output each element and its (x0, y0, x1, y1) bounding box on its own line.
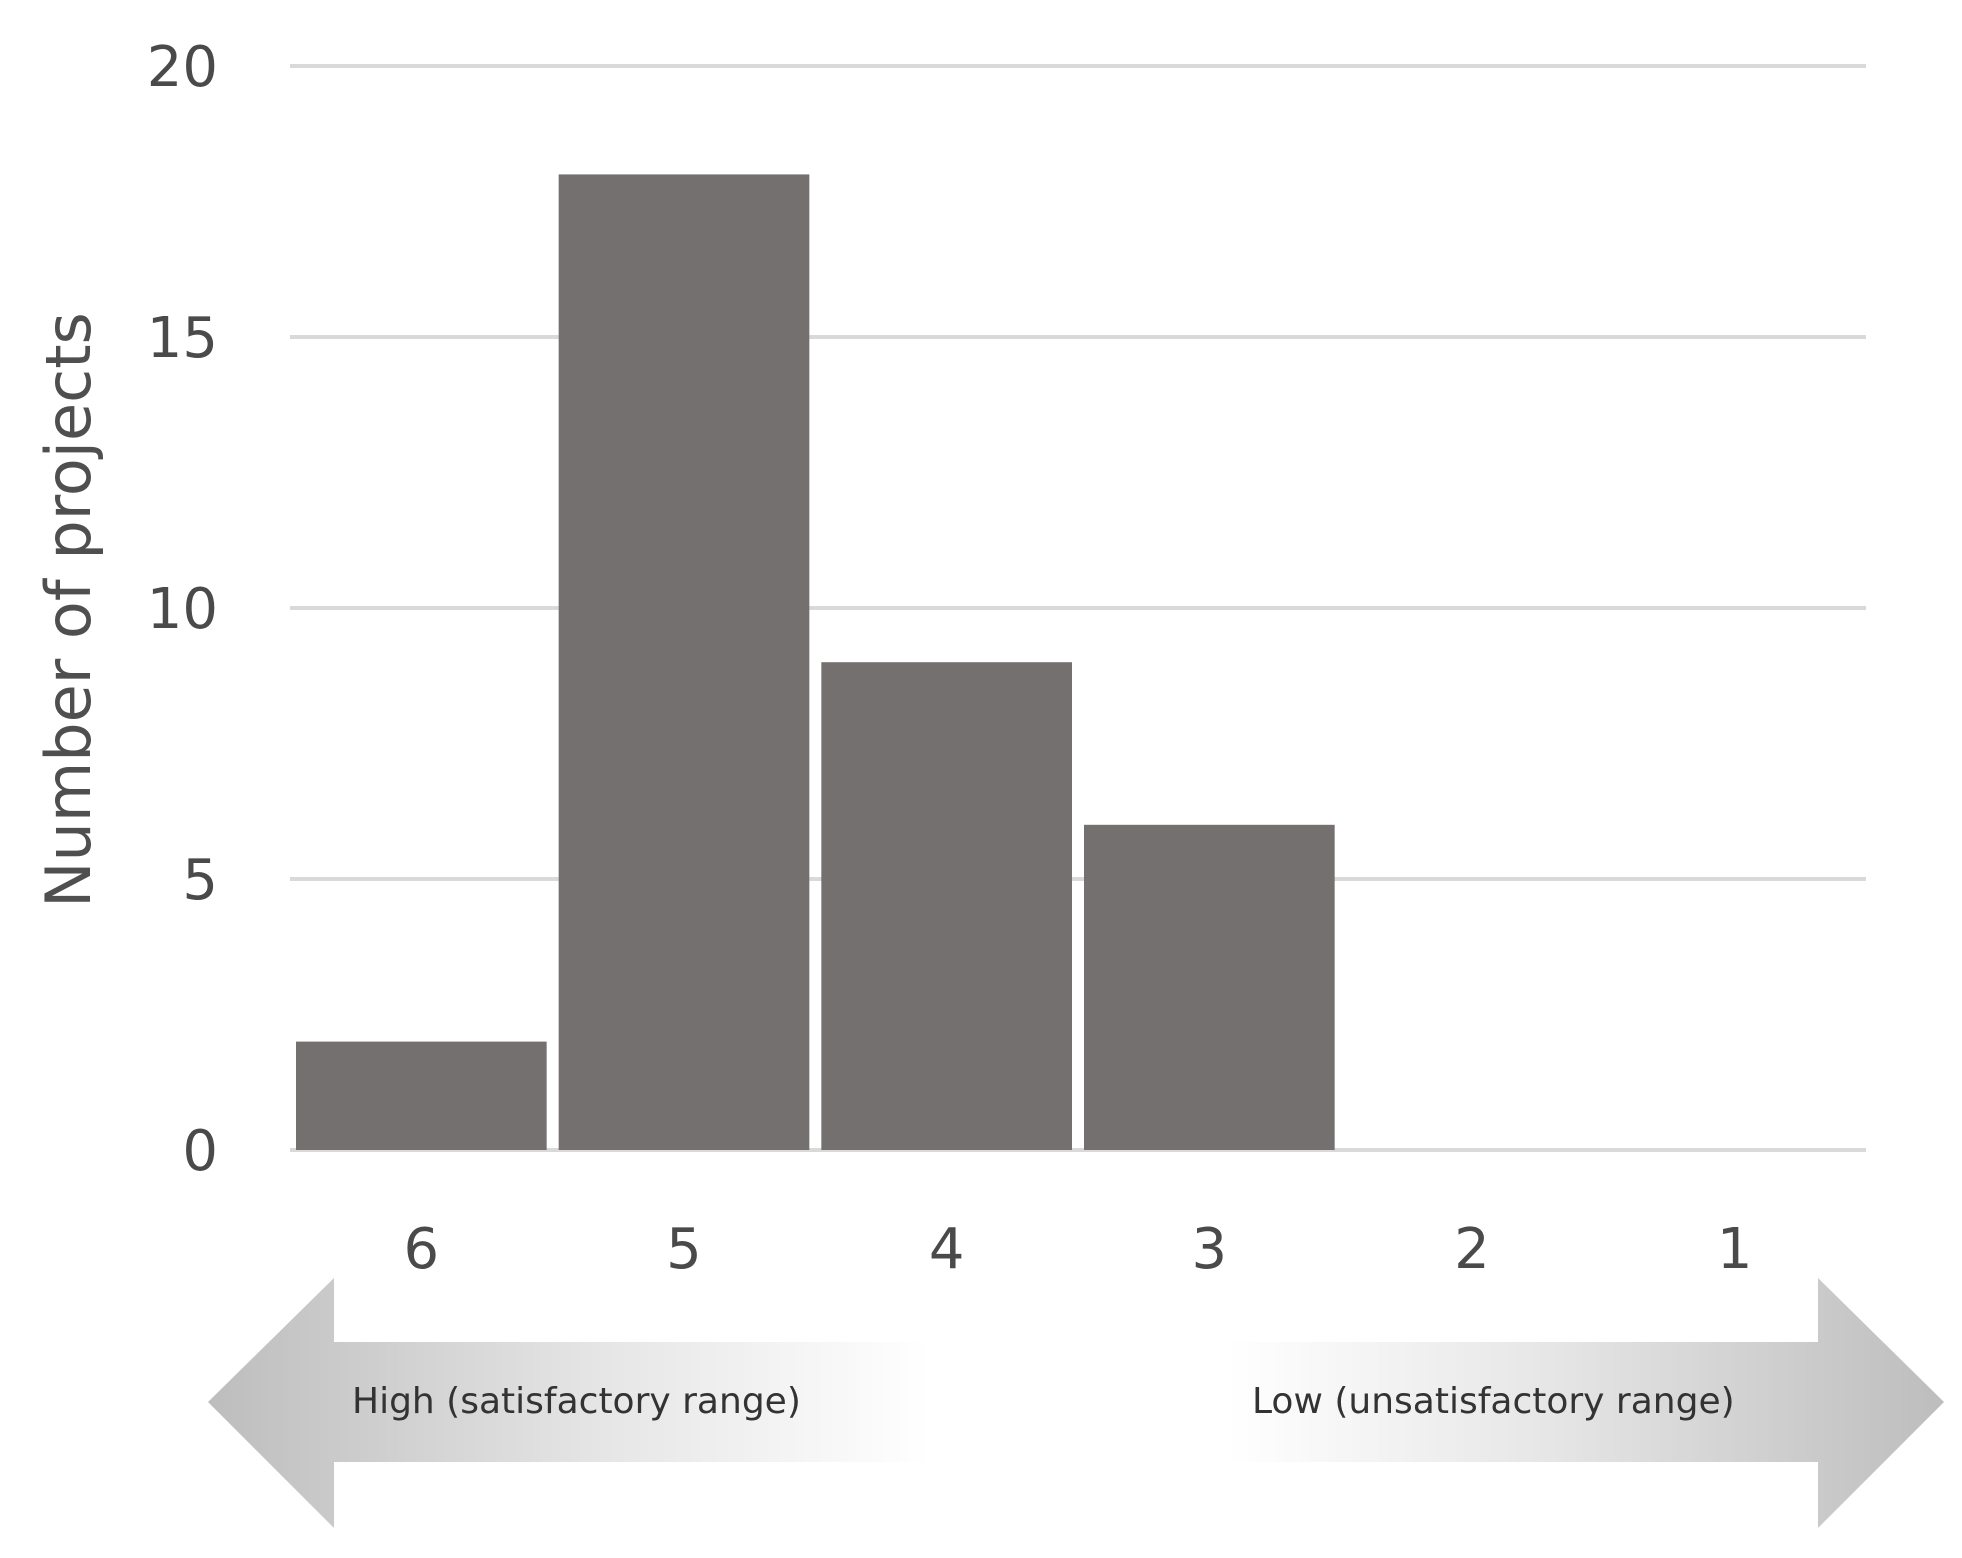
x-tick-label: 1 (1717, 1217, 1753, 1282)
y-tick-label: 10 (147, 577, 218, 642)
y-tick-label: 20 (147, 35, 218, 100)
bar-3 (1084, 824, 1335, 1150)
x-axis-ticks: 6 5 4 3 2 1 (404, 1217, 1753, 1282)
y-tick-label: 0 (182, 1119, 218, 1184)
bars (296, 174, 1335, 1150)
left-arrow-shape (208, 1278, 930, 1528)
bar-4 (821, 662, 1072, 1150)
low-range-label: Low (unsatisfactory range) (1252, 1381, 1735, 1422)
y-axis-ticks: 0 5 10 15 20 (147, 35, 218, 1184)
right-arrow-shape (1228, 1278, 1944, 1528)
x-tick-label: 3 (1192, 1217, 1228, 1282)
x-tick-label: 2 (1454, 1217, 1490, 1282)
x-tick-label: 4 (929, 1217, 965, 1282)
x-tick-label: 6 (404, 1217, 440, 1282)
bar-6 (296, 1041, 547, 1150)
low-range-arrow: Low (unsatisfactory range) (1228, 1278, 1944, 1528)
y-tick-label: 5 (182, 848, 218, 913)
high-range-label: High (satisfactory range) (352, 1381, 801, 1422)
x-tick-label: 5 (666, 1217, 702, 1282)
bar-5 (558, 174, 810, 1150)
y-tick-label: 15 (147, 306, 218, 371)
high-range-arrow: High (satisfactory range) (208, 1278, 930, 1528)
gridlines (290, 64, 1866, 1152)
y-axis-title: Number of projects (32, 312, 105, 908)
